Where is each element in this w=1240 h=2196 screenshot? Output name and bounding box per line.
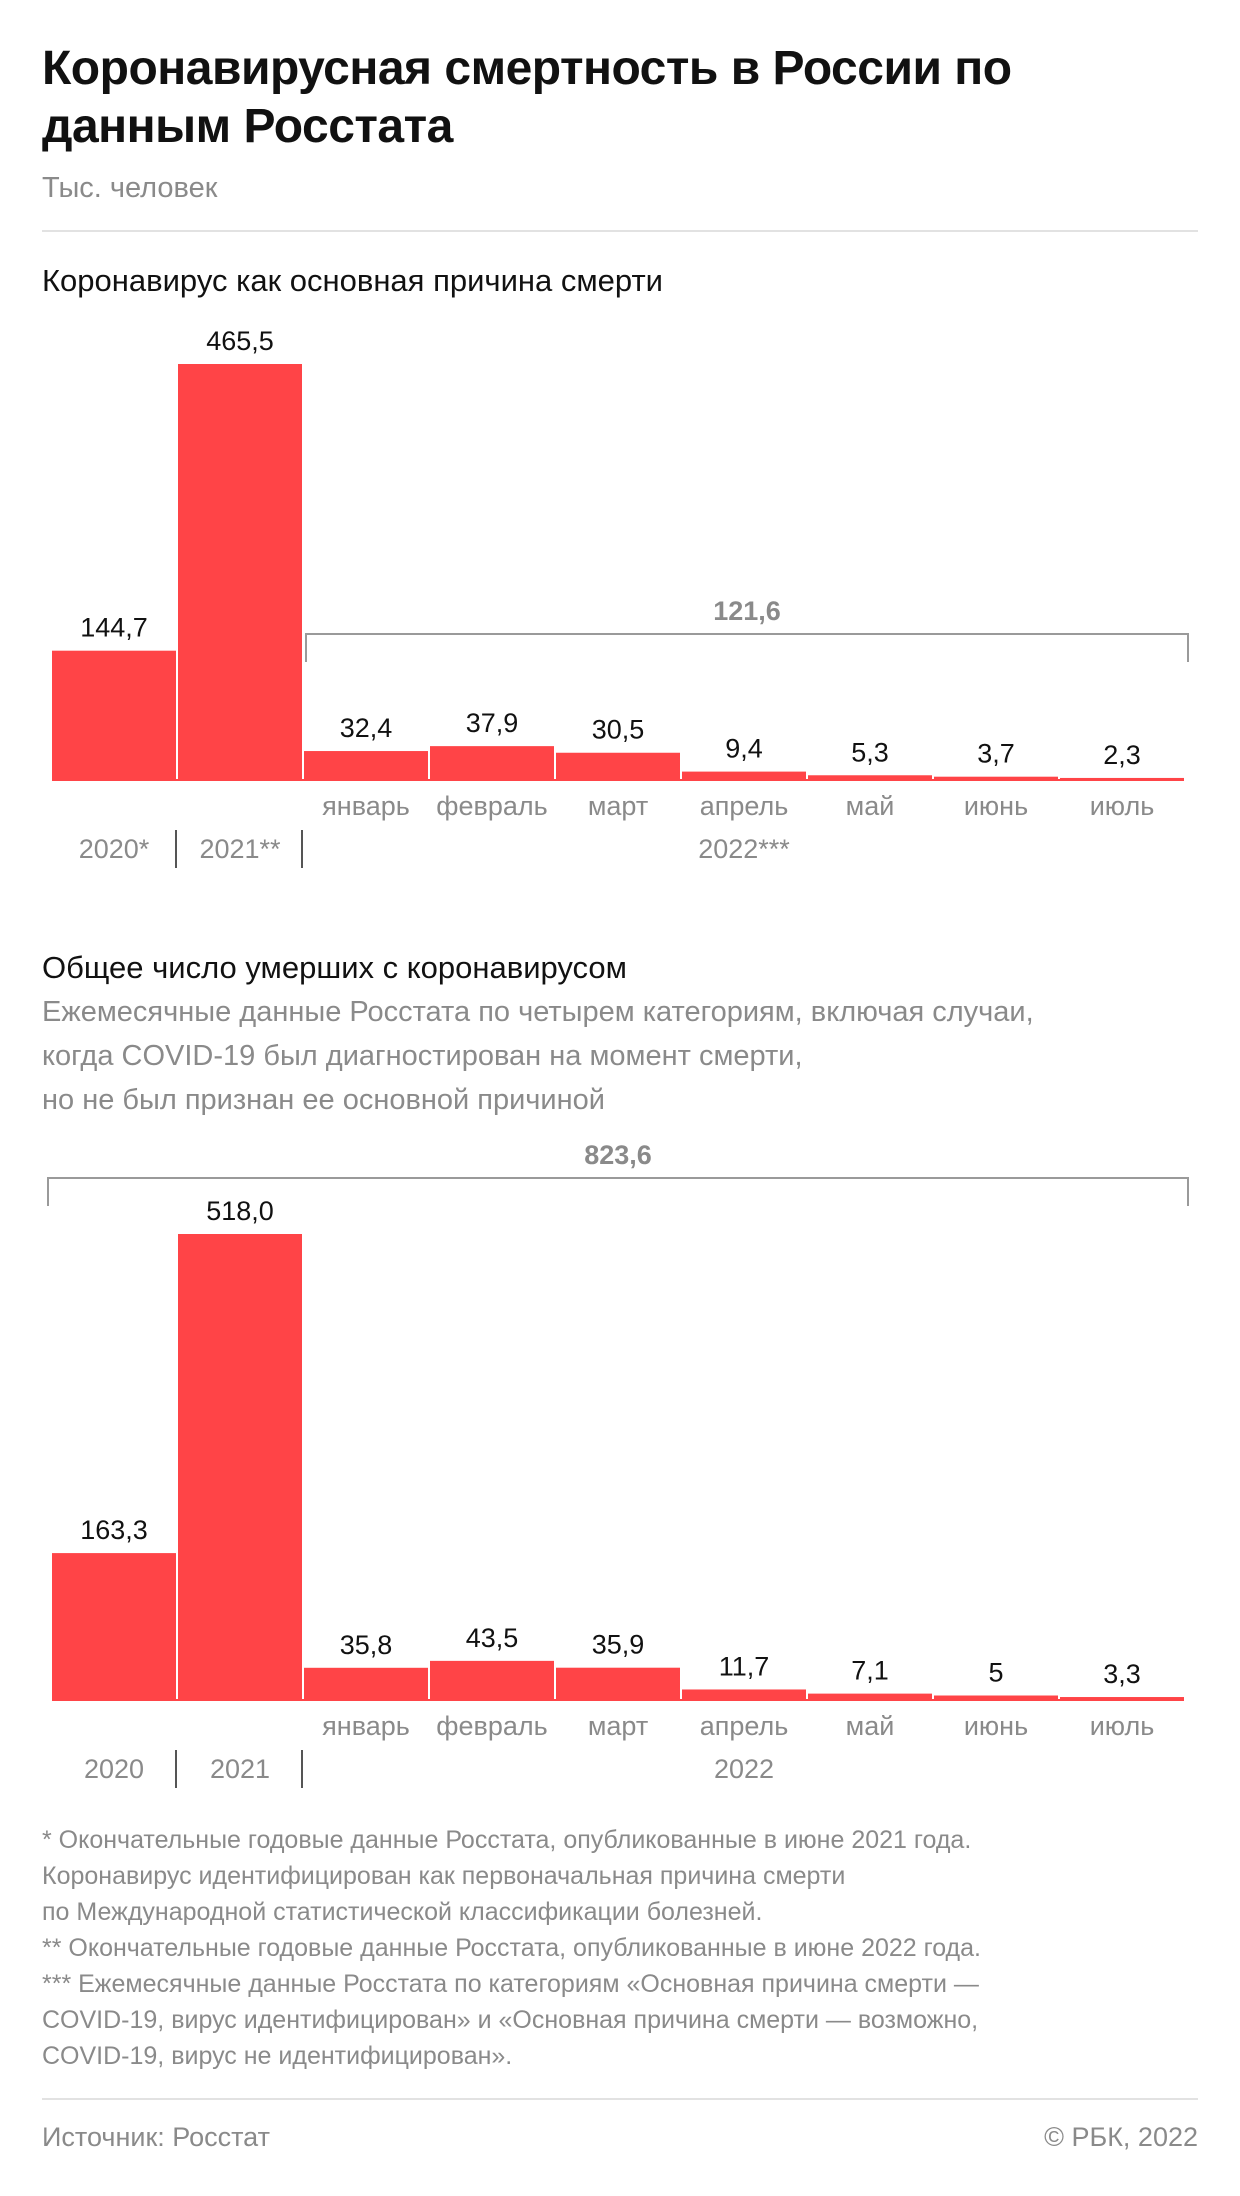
chart1-bar (178, 364, 302, 780)
chart1-month-label: январь (322, 791, 410, 821)
chart1-value-label: 9,4 (725, 734, 763, 764)
footnote: по Международной статистической классифи… (42, 1898, 763, 1926)
chart1-bracket (305, 633, 1189, 662)
chart1-group-label: 2022*** (698, 834, 790, 864)
chart1-bar (934, 776, 1058, 780)
chart2-month-label: май (846, 1711, 895, 1741)
footnote: Коронавирус идентифицирован как первонач… (42, 1862, 846, 1890)
chart2-description: Ежемесячные данные Росстата по четырем к… (42, 990, 1202, 1122)
chart2-month-label: апрель (700, 1711, 789, 1741)
chart2-bar (52, 1553, 176, 1700)
footnote: COVID-19, вирус идентифицирован» и «Осно… (42, 2006, 979, 2034)
header-divider (42, 230, 1198, 232)
chart1-month-label: февраль (436, 791, 547, 821)
chart2-value-label: 7,1 (851, 1656, 889, 1686)
chart2-month-label: июнь (964, 1711, 1028, 1741)
chart1-month-label: май (846, 791, 895, 821)
chart1-value-label: 5,3 (851, 737, 889, 767)
chart2-title: Общее число умерших с коронавирусом (42, 950, 627, 985)
footnotes: * Окончательные годовые данные Росстата,… (42, 1822, 1202, 2074)
chart1-value-label: 3,7 (977, 739, 1015, 769)
chart2-value-label: 3,3 (1103, 1659, 1141, 1689)
chart2-value-label: 35,8 (340, 1630, 393, 1660)
chart2-bar (304, 1667, 428, 1700)
footnote: *** Ежемесячные данные Росстата по катег… (42, 1970, 979, 1998)
chart2-description-line: Ежемесячные данные Росстата по четырем к… (42, 996, 1034, 1028)
chart2-bar (934, 1695, 1058, 1700)
chart1-value-label: 2,3 (1103, 740, 1141, 770)
chart2-bar (1060, 1697, 1184, 1700)
chart2-value-label: 5 (988, 1658, 1003, 1688)
chart2-value-label: 43,5 (466, 1623, 519, 1653)
chart2-value-label: 35,9 (592, 1630, 645, 1660)
chart1-bar (556, 752, 680, 780)
chart1-value-label: 30,5 (592, 715, 645, 745)
chart1-bar (304, 751, 428, 780)
chart1-bar (682, 771, 806, 780)
chart2-svg: 163,3 518,0 35,8 43,5 35,9 11,7 7,1 5 3,3 январь ф… (47, 1140, 1189, 1788)
chart1-svg: 144,7 465,5 32,4 37,9 30,5 9,4 5,3 3,7 2,3 январь… (52, 326, 1189, 868)
chart2-bar (682, 1689, 806, 1700)
chart1-month-label: апрель (700, 791, 789, 821)
chart2-value-label: 518,0 (206, 1196, 274, 1226)
page-subtitle: Тыс. человек (42, 172, 218, 204)
chart1-bar (808, 775, 932, 780)
chart2-month-label: февраль (436, 1711, 547, 1741)
chart2-bar (808, 1693, 932, 1700)
chart1-month-label: март (588, 791, 648, 821)
chart2-year-label: 2020 (84, 1754, 144, 1784)
chart2-group-label: 2022 (714, 1754, 774, 1784)
chart1-bar (52, 650, 176, 780)
chart2-month-label: март (588, 1711, 648, 1741)
chart1-year-label: 2020* (79, 834, 150, 864)
chart1-value-label: 37,9 (466, 708, 519, 738)
chart2-month-label: июль (1090, 1711, 1155, 1741)
chart2-year-label: 2021 (210, 1754, 270, 1784)
chart1-bar (430, 746, 554, 780)
chart2-bracket-total: 823,6 (584, 1140, 652, 1170)
chart1-value-label: 32,4 (340, 713, 393, 743)
chart1-title: Коронавирус как основная причина смерти (42, 263, 663, 298)
chart1-value-label: 144,7 (80, 613, 148, 643)
chart1-bar (1060, 777, 1184, 780)
chart2-value-label: 163,3 (80, 1515, 148, 1545)
chart1-month-label: июнь (964, 791, 1028, 821)
footnote: ** Окончательные годовые данные Росстата… (42, 1934, 981, 1962)
footnote: COVID-19, вирус не идентифицирован». (42, 2042, 513, 2070)
chart2-bar (178, 1234, 302, 1700)
chart2-month-label: январь (322, 1711, 410, 1741)
chart1-value-label: 465,5 (206, 326, 274, 356)
footer-divider (42, 2098, 1198, 2100)
source-credit: Источник: Росстат (42, 2122, 270, 2152)
page-title: Коронавирусная смертность в России по да… (42, 42, 1012, 153)
chart2-description-line: когда COVID-19 был диагностирован на мом… (42, 1040, 803, 1072)
copyright: © РБК, 2022 (1044, 2122, 1198, 2152)
chart1-month-label: июль (1090, 791, 1155, 821)
chart2-bracket (47, 1177, 1189, 1206)
chart1-bracket-total: 121,6 (713, 596, 781, 626)
chart2-bar (430, 1660, 554, 1700)
footnote: * Окончательные годовые данные Росстата,… (42, 1826, 972, 1854)
chart1-year-label: 2021** (199, 834, 281, 864)
chart2-description-line: но не был признан ее основной причиной (42, 1084, 605, 1116)
chart2-value-label: 11,7 (719, 1651, 770, 1681)
chart2-bar (556, 1667, 680, 1700)
